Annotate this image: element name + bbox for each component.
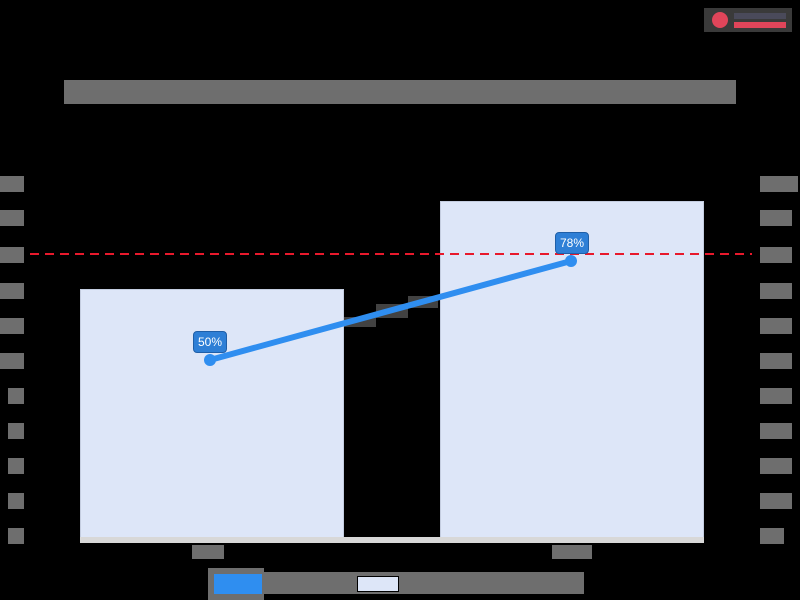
left-axis-tick xyxy=(0,283,24,299)
right-axis-tick xyxy=(760,353,792,369)
brand-logo-text-bottom xyxy=(734,22,786,28)
data-label-point-1: 50% xyxy=(193,331,228,353)
legend-label-bar xyxy=(404,575,580,591)
left-axis-tick xyxy=(0,210,24,226)
x-axis-label-1 xyxy=(192,545,224,559)
legend-label-line xyxy=(266,575,352,591)
trend-line xyxy=(207,258,574,363)
right-axis-tick xyxy=(760,528,784,544)
left-axis-tick xyxy=(0,318,24,334)
chart-title xyxy=(64,80,736,104)
left-axis-tick xyxy=(0,353,24,369)
legend-swatch-line xyxy=(214,574,262,594)
right-axis-tick xyxy=(760,210,792,226)
line-point-2[interactable] xyxy=(565,255,577,267)
left-axis-tick xyxy=(8,528,24,544)
left-axis-tick xyxy=(0,247,24,263)
right-axis-tick xyxy=(760,247,792,263)
left-axis-tick xyxy=(8,423,24,439)
data-label-point-2: 78% xyxy=(555,232,590,254)
legend-swatch-bar[interactable] xyxy=(357,576,399,592)
right-axis-tick xyxy=(760,176,798,192)
x-axis-baseline xyxy=(80,537,704,543)
x-axis-label-2 xyxy=(552,545,592,559)
legend-item-line[interactable] xyxy=(208,568,264,600)
right-axis-tick xyxy=(760,493,792,509)
left-axis-tick xyxy=(8,493,24,509)
brand-logo-icon xyxy=(712,12,728,28)
left-axis-tick xyxy=(8,458,24,474)
right-axis-tick xyxy=(760,423,792,439)
right-axis-tick xyxy=(760,458,792,474)
gridline-fragment xyxy=(344,317,376,327)
left-axis-tick xyxy=(8,388,24,404)
line-point-1[interactable] xyxy=(204,354,216,366)
right-axis-tick xyxy=(760,283,792,299)
brand-logo-text-top xyxy=(734,13,786,19)
brand-logo xyxy=(704,8,792,32)
left-axis-tick xyxy=(0,176,24,192)
right-axis-tick xyxy=(760,318,792,334)
right-axis-tick xyxy=(760,388,792,404)
